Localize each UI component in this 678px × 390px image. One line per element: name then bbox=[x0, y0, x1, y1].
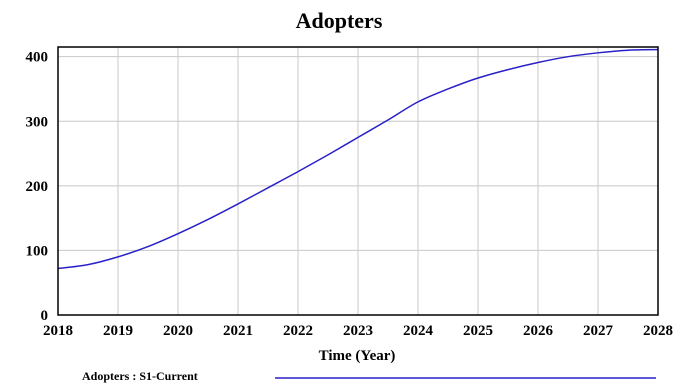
x-tick-label: 2019 bbox=[103, 323, 133, 339]
y-axis-ticks: 0 100 200 300 400 bbox=[26, 50, 49, 324]
y-tick-label: 300 bbox=[26, 114, 49, 130]
plot-frame bbox=[57, 46, 659, 316]
series-line-adopters bbox=[57, 48, 659, 270]
x-tick-label: 2018 bbox=[43, 323, 73, 339]
x-axis-ticks: 2018 2019 2020 2021 2022 2023 2024 2025 2026 2027… bbox=[43, 323, 673, 339]
y-tick-label: 0 bbox=[41, 308, 49, 324]
series-layer bbox=[57, 48, 659, 270]
x-tick-label: 2021 bbox=[223, 323, 253, 339]
grid bbox=[57, 47, 659, 316]
x-tick-label: 2028 bbox=[643, 323, 673, 339]
y-tick-label: 400 bbox=[26, 50, 49, 66]
legend-label: Adopters : S1-Current bbox=[82, 369, 198, 383]
y-tick-label: 200 bbox=[26, 179, 49, 195]
x-tick-label: 2024 bbox=[403, 323, 434, 339]
x-tick-label: 2022 bbox=[283, 323, 313, 339]
y-tick-label: 100 bbox=[26, 243, 49, 259]
x-tick-label: 2020 bbox=[163, 323, 193, 339]
x-tick-label: 2025 bbox=[463, 323, 493, 339]
x-axis-label: Time (Year) bbox=[319, 348, 396, 364]
x-tick-label: 2027 bbox=[583, 323, 614, 339]
x-tick-label: 2023 bbox=[343, 323, 373, 339]
chart-title: Adopters bbox=[296, 8, 383, 33]
x-tick-label: 2026 bbox=[523, 323, 554, 339]
